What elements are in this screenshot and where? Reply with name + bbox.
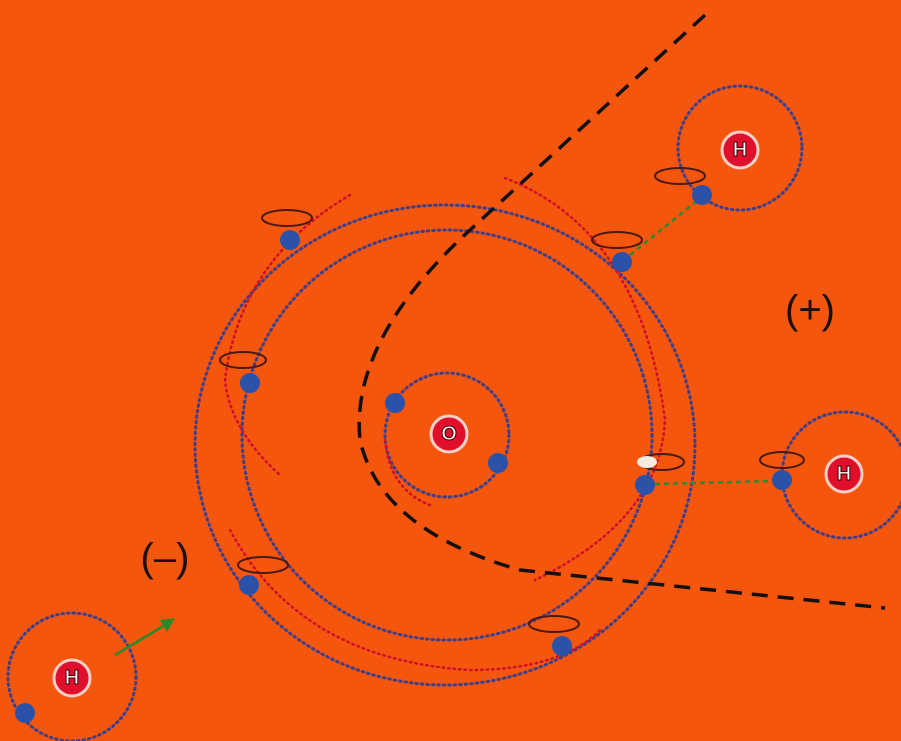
loop (528, 615, 580, 633)
nucleus (720, 130, 760, 170)
electron (552, 636, 572, 656)
loop (219, 351, 267, 369)
bonds (114, 199, 776, 657)
electron (612, 252, 632, 272)
orbit (676, 84, 804, 212)
orbit (383, 371, 511, 499)
orbit (193, 203, 697, 687)
node-label: H (837, 463, 851, 485)
electron (240, 373, 260, 393)
electron (772, 470, 792, 490)
nuclei: O H H H (52, 130, 864, 698)
loop (261, 209, 313, 227)
electron (488, 453, 508, 473)
orbit (240, 228, 654, 642)
arc (383, 438, 432, 507)
orbit (6, 611, 138, 741)
arc (503, 176, 667, 582)
node-label: H (733, 139, 747, 161)
nucleus (52, 658, 92, 698)
arrow (114, 623, 166, 657)
arc (223, 193, 352, 477)
loop (591, 231, 643, 249)
nucleus (429, 414, 469, 454)
electron (635, 475, 655, 495)
loop (237, 556, 289, 574)
charge-label: (+) (785, 288, 835, 332)
node-label: O (441, 423, 457, 445)
electron (239, 575, 259, 595)
hole (637, 456, 657, 468)
charge-label: (–) (141, 536, 190, 580)
bond (629, 199, 699, 256)
loop (759, 451, 805, 469)
nucleus (824, 454, 864, 494)
loop (654, 167, 706, 185)
electrons (15, 185, 792, 723)
electron (15, 703, 35, 723)
electron (280, 230, 300, 250)
arrowhead (160, 618, 175, 632)
node-label: H (65, 667, 79, 689)
electron (385, 393, 405, 413)
spin-loops (219, 167, 805, 633)
bond (654, 479, 776, 486)
boundary-line (357, 13, 886, 610)
electron (692, 185, 712, 205)
